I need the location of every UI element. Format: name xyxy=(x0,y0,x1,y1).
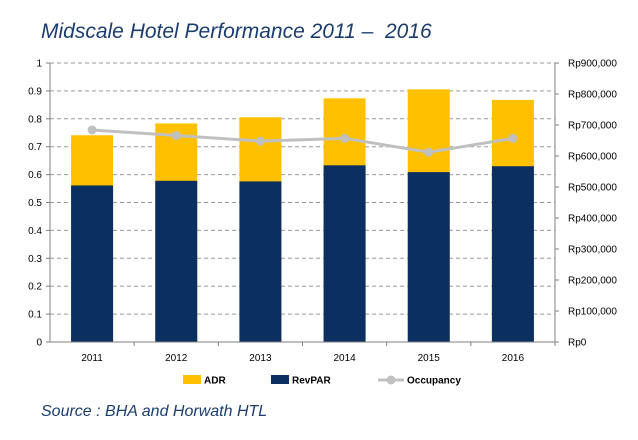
occupancy-point xyxy=(424,147,434,157)
right-axis-tick-label: Rp800,000 xyxy=(568,90,617,101)
occupancy-point xyxy=(87,125,97,135)
right-axis-tick-label: Rp400,000 xyxy=(568,214,617,225)
left-axis-tick-label: 0.7 xyxy=(28,142,42,153)
right-axis-tick-label: Rp700,000 xyxy=(568,121,617,132)
x-axis-tick-label: 2015 xyxy=(418,353,441,364)
source-note: Source : BHA and Horwath HTL xyxy=(41,403,268,420)
revpar-bar xyxy=(491,166,534,342)
left-axis-tick-label: 0 xyxy=(36,338,42,349)
right-axis-tick-label: Rp900,000 xyxy=(568,59,617,70)
left-axis-tick-label: 1 xyxy=(36,59,42,70)
occupancy-point xyxy=(255,136,265,146)
left-axis-tick-label: 0.9 xyxy=(28,86,42,97)
gridlines xyxy=(50,62,555,315)
revpar-bar xyxy=(71,185,114,342)
revpar-bar xyxy=(407,172,450,342)
occupancy-point xyxy=(171,131,181,141)
chart-title: Midscale Hotel Performance 2011 – 2016 xyxy=(41,20,432,43)
revpar-bar xyxy=(155,180,198,342)
occupancy-line-layer xyxy=(87,125,518,157)
x-axis-tick-label: 2012 xyxy=(165,353,188,364)
axes: 0 0.1 0.2 0.3 0.4 0.5 0.6 0.7 0.8 0.9 1 Rp0 Rp100,00… xyxy=(28,59,617,365)
legend-swatch-adr xyxy=(183,375,201,384)
left-axis-tick-label: 0.2 xyxy=(28,282,42,293)
legend-swatch-revpar xyxy=(271,375,289,384)
legend-label-adr: ADR xyxy=(204,376,226,387)
left-axis-tick-label: 0.5 xyxy=(28,198,42,209)
x-axis-tick-label: 2014 xyxy=(333,353,356,364)
right-axis-tick-label: Rp200,000 xyxy=(568,276,617,287)
left-axis-tick-label: 0.6 xyxy=(28,170,42,181)
occupancy-line xyxy=(91,128,514,154)
right-axis-tick-label: Rp100,000 xyxy=(568,307,617,318)
right-axis-tick-label: Rp300,000 xyxy=(568,245,617,256)
legend: ADR RevPAR Occupancy xyxy=(183,375,461,387)
revpar-bar xyxy=(239,181,282,342)
x-axis-tick-label: 2011 xyxy=(81,353,103,364)
left-axis-tick-label: 0.1 xyxy=(28,310,42,321)
left-axis-tick-label: 0.4 xyxy=(28,226,42,237)
right-axis-tick-label: Rp600,000 xyxy=(568,152,617,163)
bars xyxy=(71,89,534,342)
occupancy-point xyxy=(340,133,350,143)
revpar-bar xyxy=(323,165,366,342)
left-axis-tick-label: 0.8 xyxy=(28,114,42,125)
left-axis-tick-label: 0.3 xyxy=(28,254,42,265)
right-axis-tick-label: Rp500,000 xyxy=(568,183,617,194)
occupancy-point xyxy=(508,133,518,143)
right-axis-tick-label: Rp0 xyxy=(568,338,587,349)
legend-label-occupancy: Occupancy xyxy=(407,376,461,387)
x-axis-tick-label: 2013 xyxy=(249,353,272,364)
legend-label-revpar: RevPAR xyxy=(292,376,331,387)
x-axis-tick-label: 2016 xyxy=(502,353,525,364)
legend-marker-occupancy xyxy=(386,375,396,385)
